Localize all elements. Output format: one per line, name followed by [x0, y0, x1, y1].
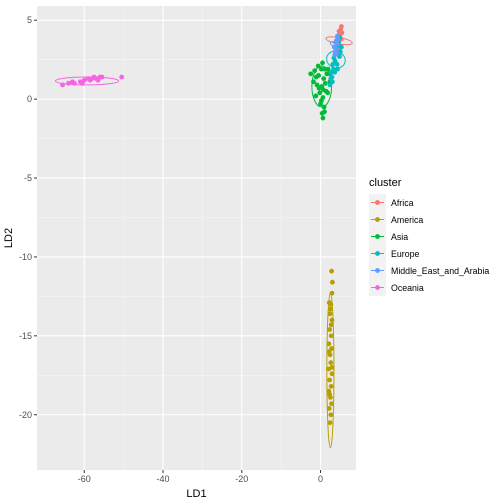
y-tick-label: 5: [27, 15, 32, 25]
point-oceania: [119, 74, 125, 80]
point-oceania: [79, 80, 85, 86]
point-europe: [332, 69, 338, 75]
point-america: [326, 341, 332, 347]
point-asia: [321, 104, 327, 110]
point-america: [329, 317, 335, 323]
legend-label: Middle_East_and_Arabia: [391, 266, 489, 276]
x-tick-label: -20: [235, 474, 248, 484]
axes: -60 -40 -20 0 5 0 -5 -10 -15 -20: [19, 15, 323, 484]
point-europe: [335, 66, 340, 72]
point-asia: [320, 60, 325, 66]
point-asia: [320, 87, 326, 93]
legend-label: America: [391, 215, 423, 225]
point-oceania: [99, 74, 105, 80]
point-america: [327, 311, 333, 317]
point-asia: [318, 66, 324, 72]
point-layer: [60, 24, 345, 426]
point-europe: [337, 54, 342, 59]
point-asia: [321, 76, 327, 81]
point-asia: [325, 90, 331, 96]
point-america: [326, 349, 332, 355]
point-asia: [308, 71, 314, 77]
point-america: [328, 333, 334, 339]
y-axis-title: LD2: [3, 228, 15, 248]
point-asia: [317, 90, 323, 96]
grid: [37, 6, 356, 470]
point-america: [327, 327, 333, 332]
point-asia: [311, 79, 316, 85]
point-america: [329, 290, 335, 296]
point-asia: [312, 68, 318, 74]
point-middle-east-and-arabia: [332, 49, 338, 55]
x-axis-title: LD1: [186, 488, 206, 500]
point-oceania: [60, 82, 65, 88]
point-america: [327, 377, 333, 383]
legend-key-point: [375, 251, 380, 256]
point-europe: [330, 61, 336, 67]
point-oceania: [66, 80, 71, 86]
y-tick-label: -5: [24, 173, 32, 183]
point-asia: [313, 74, 319, 80]
legend-key-point: [375, 234, 380, 239]
legend-label: Europe: [391, 249, 419, 259]
point-asia: [320, 115, 326, 121]
point-middle-east-and-arabia: [331, 44, 337, 50]
point-asia: [313, 93, 319, 99]
point-america: [328, 412, 334, 418]
legend-key-point: [375, 268, 380, 273]
point-oceania: [91, 74, 97, 80]
point-oceania: [95, 77, 101, 83]
point-america: [328, 306, 333, 312]
point-asia: [318, 98, 324, 104]
legend-title: cluster: [369, 177, 402, 189]
x-tick-label: 0: [318, 474, 323, 484]
point-europe: [328, 69, 334, 75]
point-america: [329, 268, 334, 274]
point-europe: [328, 76, 334, 81]
point-america: [328, 322, 334, 328]
point-asia: [316, 85, 322, 91]
point-america: [329, 365, 335, 370]
legend-label: Asia: [391, 232, 408, 242]
y-tick-label: -15: [19, 331, 32, 341]
point-america: [327, 391, 333, 397]
point-europe: [339, 44, 344, 50]
x-tick-label: -60: [78, 474, 91, 484]
legend-label: Oceania: [391, 283, 424, 293]
point-america: [328, 360, 334, 366]
point-africa: [339, 30, 345, 36]
point-asia: [322, 66, 328, 72]
legend-key-point: [375, 200, 380, 205]
y-tick-label: -20: [19, 410, 32, 420]
point-america: [328, 301, 334, 307]
x-tick-label: -40: [157, 474, 170, 484]
point-asia: [322, 80, 328, 86]
point-middle-east-and-arabia: [335, 33, 340, 39]
legend-key-point: [375, 285, 380, 290]
legend-key-point: [375, 217, 380, 222]
point-america: [327, 420, 333, 426]
y-tick-label: -10: [19, 252, 32, 262]
legend-label: Africa: [391, 198, 414, 208]
legend: cluster Africa America Asia Europe Middle_Ea…: [369, 177, 489, 296]
point-europe: [334, 61, 340, 67]
plot-panel: [37, 6, 356, 470]
point-asia: [322, 109, 327, 115]
point-oceania: [87, 77, 93, 83]
point-oceania: [70, 79, 75, 85]
y-tick-label: 0: [27, 94, 32, 104]
point-middle-east-and-arabia: [333, 38, 339, 44]
point-africa: [339, 24, 344, 29]
point-america: [329, 401, 334, 407]
point-america: [326, 406, 332, 411]
point-asia: [315, 63, 321, 69]
point-america: [328, 383, 334, 389]
point-america: [329, 279, 335, 285]
point-america: [329, 371, 335, 377]
